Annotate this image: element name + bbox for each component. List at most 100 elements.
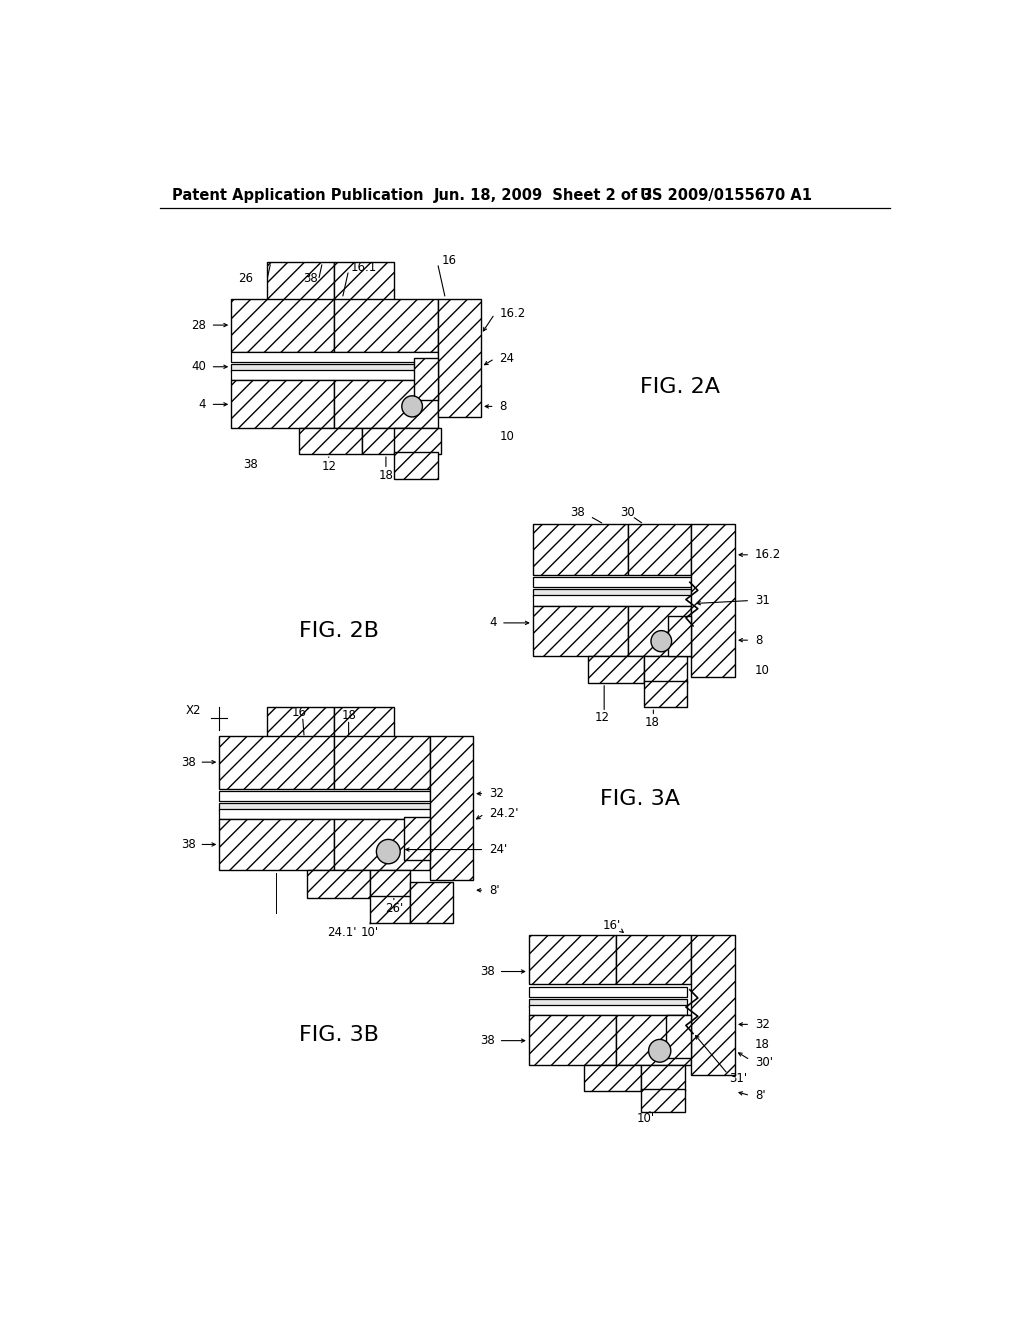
Bar <box>306 870 370 899</box>
Text: 18: 18 <box>755 1039 770 1051</box>
Text: 26': 26' <box>385 902 403 915</box>
Text: 31: 31 <box>755 594 770 607</box>
Text: 32: 32 <box>489 787 504 800</box>
Bar <box>528 1005 687 1015</box>
Bar <box>231 380 334 428</box>
Text: 38: 38 <box>480 1034 495 1047</box>
Bar <box>437 298 481 417</box>
Bar <box>644 656 687 682</box>
Bar <box>334 263 394 301</box>
Bar <box>231 298 334 351</box>
Text: 8: 8 <box>500 400 507 413</box>
Bar <box>334 735 430 788</box>
Bar <box>267 263 334 301</box>
Bar <box>219 809 430 818</box>
Bar <box>430 735 473 880</box>
Text: 24: 24 <box>500 352 514 366</box>
Bar <box>334 380 437 428</box>
Text: 38: 38 <box>180 838 196 851</box>
Bar <box>644 681 687 708</box>
Bar <box>219 735 334 788</box>
Bar <box>532 524 628 576</box>
Bar <box>628 606 691 656</box>
Bar <box>267 708 334 738</box>
Text: 32: 32 <box>755 1018 770 1031</box>
Text: 18: 18 <box>341 709 356 722</box>
Bar <box>532 606 628 656</box>
Bar <box>528 935 616 983</box>
Bar <box>362 428 410 454</box>
Text: 24.2': 24.2' <box>489 808 518 821</box>
Text: Jun. 18, 2009  Sheet 2 of 3: Jun. 18, 2009 Sheet 2 of 3 <box>433 187 653 203</box>
Text: 4: 4 <box>199 397 206 411</box>
Bar <box>691 935 735 1076</box>
Bar <box>588 656 644 682</box>
Ellipse shape <box>651 631 672 652</box>
Text: 38: 38 <box>244 458 258 471</box>
Bar <box>404 817 430 859</box>
Text: 18: 18 <box>644 715 659 729</box>
Bar <box>668 615 691 656</box>
Bar <box>528 987 687 997</box>
Text: X2: X2 <box>186 704 202 717</box>
Text: 4: 4 <box>489 616 497 630</box>
Text: FIG. 3B: FIG. 3B <box>299 1024 379 1044</box>
Text: 10': 10' <box>361 927 379 940</box>
Bar <box>414 358 437 400</box>
Text: 10: 10 <box>500 430 514 444</box>
Bar <box>616 935 691 983</box>
Bar <box>299 428 362 454</box>
Text: 16.2: 16.2 <box>755 548 781 561</box>
Text: 38: 38 <box>303 272 317 285</box>
Bar <box>691 524 735 677</box>
Text: 18: 18 <box>379 469 393 482</box>
Text: 31': 31' <box>729 1072 748 1085</box>
Text: 40: 40 <box>190 360 206 374</box>
Bar <box>666 1015 691 1057</box>
Text: 16.1: 16.1 <box>350 260 377 273</box>
Bar <box>641 1065 685 1092</box>
Text: Patent Application Publication: Patent Application Publication <box>172 187 423 203</box>
Bar <box>410 882 454 923</box>
Bar <box>334 298 437 351</box>
Text: FIG. 2B: FIG. 2B <box>299 620 379 642</box>
Bar <box>532 577 691 587</box>
Text: 8': 8' <box>489 883 500 896</box>
Bar <box>528 999 687 1007</box>
Text: 8': 8' <box>755 1089 766 1102</box>
Text: FIG. 2A: FIG. 2A <box>640 378 720 397</box>
Bar <box>231 351 437 362</box>
Text: 12: 12 <box>595 711 610 723</box>
Ellipse shape <box>377 840 400 863</box>
Text: 30': 30' <box>755 1056 773 1069</box>
Text: 16.2: 16.2 <box>500 308 525 321</box>
Bar <box>231 370 437 380</box>
Text: 38: 38 <box>570 506 586 519</box>
Text: 16: 16 <box>442 253 457 267</box>
Text: 24.1': 24.1' <box>328 927 357 940</box>
Text: 10: 10 <box>755 664 770 677</box>
Text: 10': 10' <box>637 1113 655 1126</box>
Text: 16': 16' <box>603 919 622 932</box>
Bar <box>219 791 430 801</box>
Text: 12: 12 <box>322 459 336 473</box>
Bar <box>219 818 334 870</box>
Bar <box>231 364 437 372</box>
Bar <box>628 524 691 576</box>
Text: US 2009/0155670 A1: US 2009/0155670 A1 <box>640 187 812 203</box>
Bar <box>334 708 394 738</box>
Bar <box>528 1015 616 1065</box>
Text: 24': 24' <box>489 843 507 857</box>
Bar <box>532 595 691 606</box>
Text: 26: 26 <box>238 272 253 285</box>
Text: 28: 28 <box>190 318 206 331</box>
Bar <box>370 870 410 899</box>
Text: 8: 8 <box>755 634 762 647</box>
Bar <box>334 818 430 870</box>
Bar <box>394 453 437 479</box>
Text: 30: 30 <box>621 506 635 519</box>
Text: FIG. 3A: FIG. 3A <box>600 789 680 809</box>
Text: 38: 38 <box>480 965 495 978</box>
Bar <box>532 589 691 598</box>
Text: 16': 16' <box>292 706 310 719</box>
